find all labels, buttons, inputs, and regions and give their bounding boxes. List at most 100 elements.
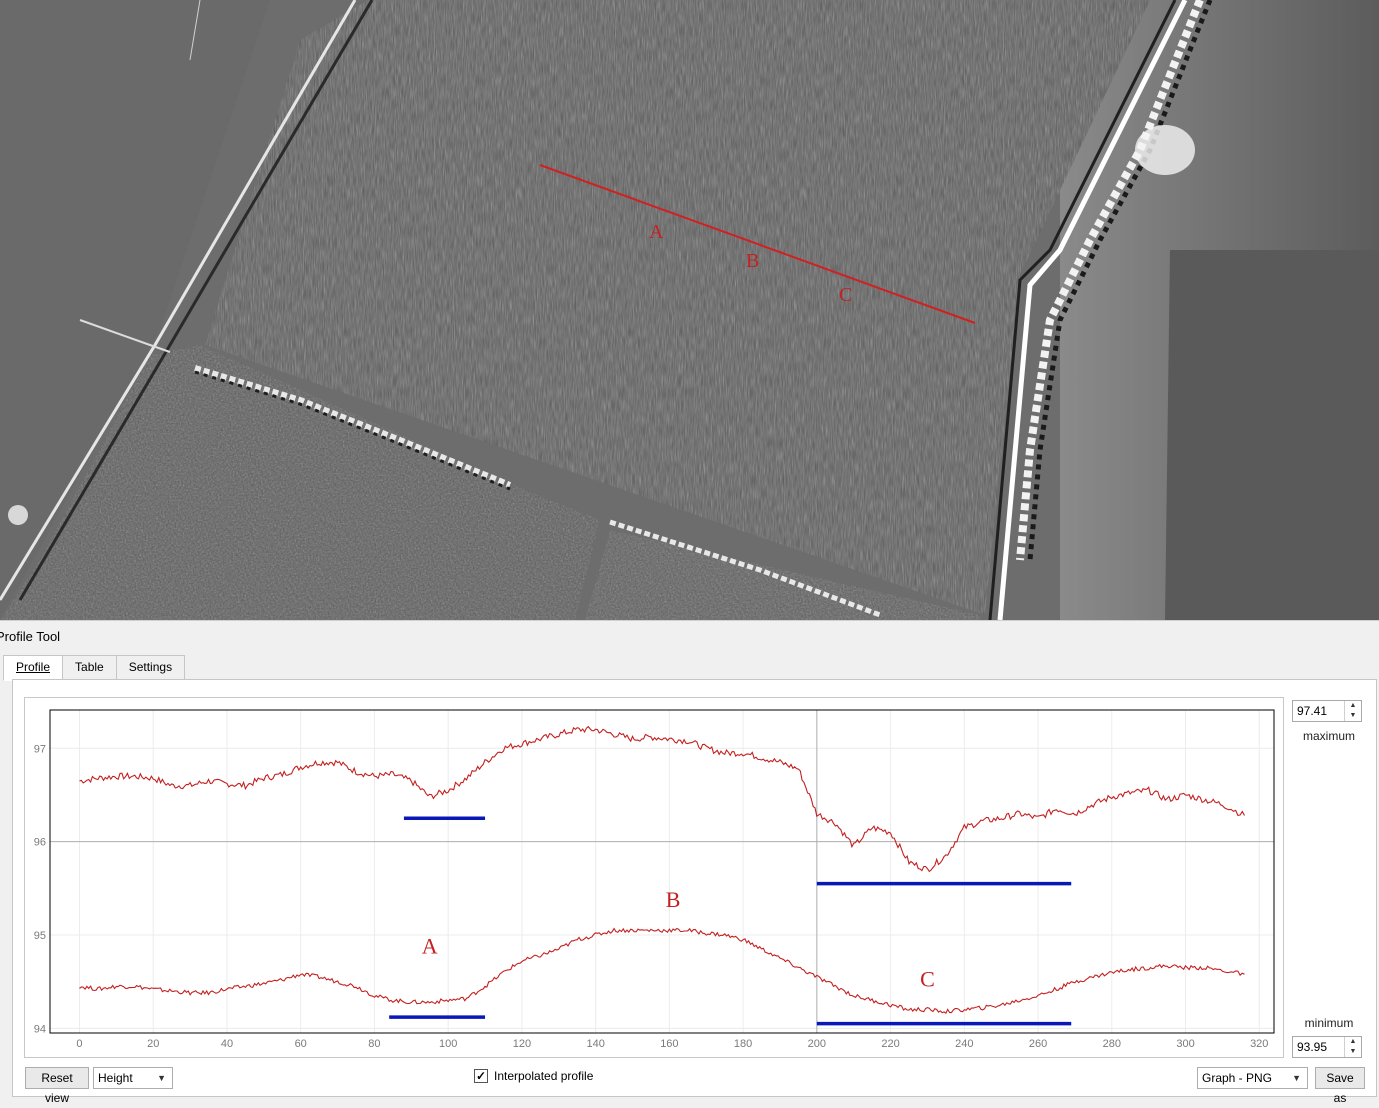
save-as-button[interactable]: Save as bbox=[1315, 1067, 1365, 1105]
tab-settings[interactable]: Settings bbox=[116, 655, 186, 680]
y-tick-label: 96 bbox=[34, 837, 46, 849]
tab-table[interactable]: Table bbox=[63, 655, 117, 680]
data-point bbox=[761, 948, 762, 949]
x-tick-label: 160 bbox=[660, 1038, 678, 1050]
data-point bbox=[908, 862, 909, 863]
data-point bbox=[79, 986, 80, 987]
data-point bbox=[595, 729, 596, 730]
data-point bbox=[319, 762, 320, 763]
data-point bbox=[263, 983, 264, 984]
max-spin-arrows[interactable]: ▲ ▼ bbox=[1344, 701, 1361, 721]
interpolated-profile-checkbox[interactable]: ✓ Interpolated profile bbox=[474, 1069, 593, 1083]
profile-chart[interactable]: 0 20 40 60 80 100 120 140 160 180 200 220 240 260 280 3… bbox=[24, 697, 1284, 1058]
data-point bbox=[411, 780, 412, 781]
data-point bbox=[779, 762, 780, 763]
data-point bbox=[1185, 967, 1186, 968]
data-point bbox=[1019, 813, 1020, 814]
data-point bbox=[153, 778, 154, 779]
data-point bbox=[687, 930, 688, 931]
spin-down-icon[interactable]: ▼ bbox=[1349, 1048, 1357, 1055]
data-point bbox=[466, 998, 467, 999]
x-tick-label: 320 bbox=[1250, 1038, 1268, 1050]
data-point bbox=[1203, 967, 1204, 968]
data-point bbox=[411, 1002, 412, 1003]
map-label-b: B bbox=[746, 250, 759, 272]
y-tick-label: 97 bbox=[34, 743, 46, 755]
map-label-a: A bbox=[649, 221, 664, 243]
max-spinbox[interactable]: ▲▼ bbox=[1292, 700, 1362, 722]
tab-profile[interactable]: Profile bbox=[3, 655, 64, 681]
checkbox-check-icon[interactable]: ✓ bbox=[474, 1069, 488, 1083]
data-point bbox=[1056, 808, 1057, 809]
profile-line[interactable] bbox=[539, 164, 976, 324]
data-point bbox=[982, 1007, 983, 1008]
data-point bbox=[945, 1011, 946, 1012]
data-point bbox=[908, 1009, 909, 1010]
x-tick-label: 140 bbox=[586, 1038, 604, 1050]
data-point bbox=[816, 976, 817, 977]
data-point bbox=[761, 757, 762, 758]
chart-grid bbox=[50, 710, 1274, 1033]
data-point bbox=[263, 778, 264, 779]
data-point bbox=[484, 762, 485, 763]
data-point bbox=[189, 785, 190, 786]
x-tick-label: 120 bbox=[513, 1038, 531, 1050]
x-tick-label: 280 bbox=[1103, 1038, 1121, 1050]
data-point bbox=[1074, 813, 1075, 814]
data-point bbox=[208, 780, 209, 781]
data-point bbox=[650, 736, 651, 737]
data-point bbox=[503, 748, 504, 749]
profile-type-select[interactable]: Height ▼ bbox=[93, 1067, 173, 1089]
data-point bbox=[1056, 989, 1057, 990]
data-point bbox=[282, 774, 283, 775]
data-point bbox=[392, 1000, 393, 1001]
data-point bbox=[577, 729, 578, 730]
data-point bbox=[1166, 965, 1167, 966]
data-point bbox=[116, 776, 117, 777]
data-point bbox=[743, 939, 744, 940]
data-point bbox=[374, 995, 375, 996]
data-point bbox=[964, 827, 965, 828]
tab-table-label: Table bbox=[75, 660, 104, 674]
data-point bbox=[1203, 799, 1204, 800]
data-point bbox=[392, 774, 393, 775]
data-point bbox=[79, 780, 80, 781]
spin-down-icon[interactable]: ▼ bbox=[1349, 712, 1357, 719]
chart-annotation-label: A bbox=[422, 934, 438, 959]
chart-series bbox=[79, 725, 1245, 1015]
export-format-select[interactable]: Graph - PNG ▼ bbox=[1197, 1067, 1308, 1089]
data-point bbox=[116, 986, 117, 987]
x-tick-label: 200 bbox=[808, 1038, 826, 1050]
data-point bbox=[1093, 976, 1094, 977]
data-point bbox=[890, 832, 891, 833]
data-point bbox=[355, 771, 356, 772]
reset-view-button[interactable]: Reset view bbox=[25, 1067, 89, 1105]
min-spin-arrows[interactable]: ▲ ▼ bbox=[1344, 1037, 1361, 1057]
data-point bbox=[1166, 799, 1167, 800]
data-point bbox=[484, 986, 485, 987]
data-point bbox=[1037, 818, 1038, 819]
data-point bbox=[1019, 1000, 1020, 1001]
data-point bbox=[521, 743, 522, 744]
x-tick-label: 220 bbox=[881, 1038, 899, 1050]
data-point bbox=[1074, 981, 1075, 982]
data-point bbox=[171, 785, 172, 786]
x-tick-label: 60 bbox=[295, 1038, 307, 1050]
data-point bbox=[964, 1009, 965, 1010]
data-point bbox=[337, 981, 338, 982]
data-point bbox=[97, 989, 98, 990]
data-point bbox=[171, 990, 172, 991]
x-tick-label: 240 bbox=[955, 1038, 973, 1050]
max-value-input[interactable] bbox=[1293, 701, 1347, 721]
data-point bbox=[1037, 995, 1038, 996]
chevron-down-icon: ▼ bbox=[157, 1073, 166, 1083]
min-value-input[interactable] bbox=[1293, 1037, 1347, 1057]
data-point bbox=[632, 930, 633, 931]
min-spinbox[interactable]: ▲▼ bbox=[1292, 1036, 1362, 1058]
map-canvas[interactable]: A B C bbox=[0, 0, 1379, 620]
spin-up-icon[interactable]: ▲ bbox=[1349, 702, 1357, 709]
data-point bbox=[1130, 969, 1131, 970]
spin-up-icon[interactable]: ▲ bbox=[1349, 1038, 1357, 1045]
data-point bbox=[613, 930, 614, 931]
panel-title: Profile Tool bbox=[0, 629, 61, 644]
